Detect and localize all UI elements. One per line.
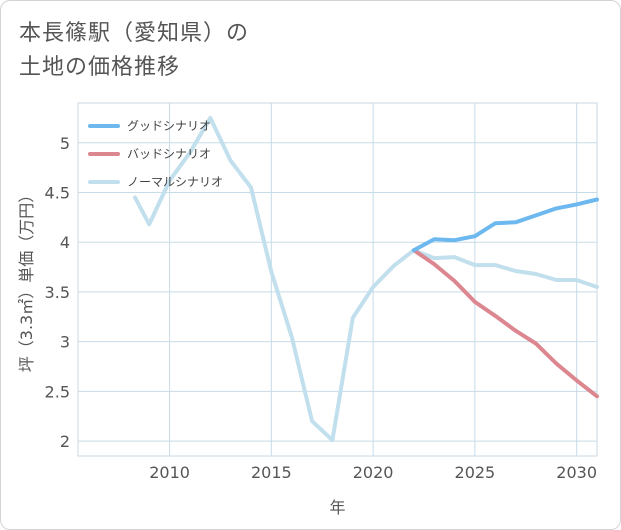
y-tick-label: 2	[60, 432, 70, 451]
x-tick-label: 2020	[353, 463, 394, 482]
plot-area	[77, 102, 598, 457]
legend-label-3: ノーマルシナリオ	[127, 175, 223, 189]
y-axis-label: 坪（3.3㎡）単価（万円）	[17, 187, 36, 372]
chart-title-line2: 土地の価格推移	[19, 55, 181, 80]
x-tick-label: 2015	[251, 463, 292, 482]
y-tick-label: 3.5	[45, 283, 70, 302]
x-tick-label: 2030	[556, 463, 597, 482]
series-line-1	[411, 197, 599, 253]
series-line-2	[411, 248, 599, 399]
y-tick-label: 3	[60, 333, 70, 352]
y-tick-label: 4.5	[45, 183, 70, 202]
y-tick-label: 5	[60, 134, 70, 153]
legend-label-1: グッドシナリオ	[127, 119, 211, 133]
chart-title-line1: 本長篠駅（愛知県）の	[19, 21, 250, 46]
series-line-3	[133, 115, 599, 443]
x-tick-label: 2010	[149, 463, 190, 482]
legend-label-2: バッドシナリオ	[127, 147, 211, 161]
x-tick-label: 2025	[455, 463, 496, 482]
y-tick-label: 2.5	[45, 382, 70, 401]
y-tick-label: 4	[60, 233, 70, 252]
chart-title: 本長篠駅（愛知県）の 土地の価格推移	[19, 17, 249, 85]
x-axis-label: 年	[329, 498, 345, 517]
